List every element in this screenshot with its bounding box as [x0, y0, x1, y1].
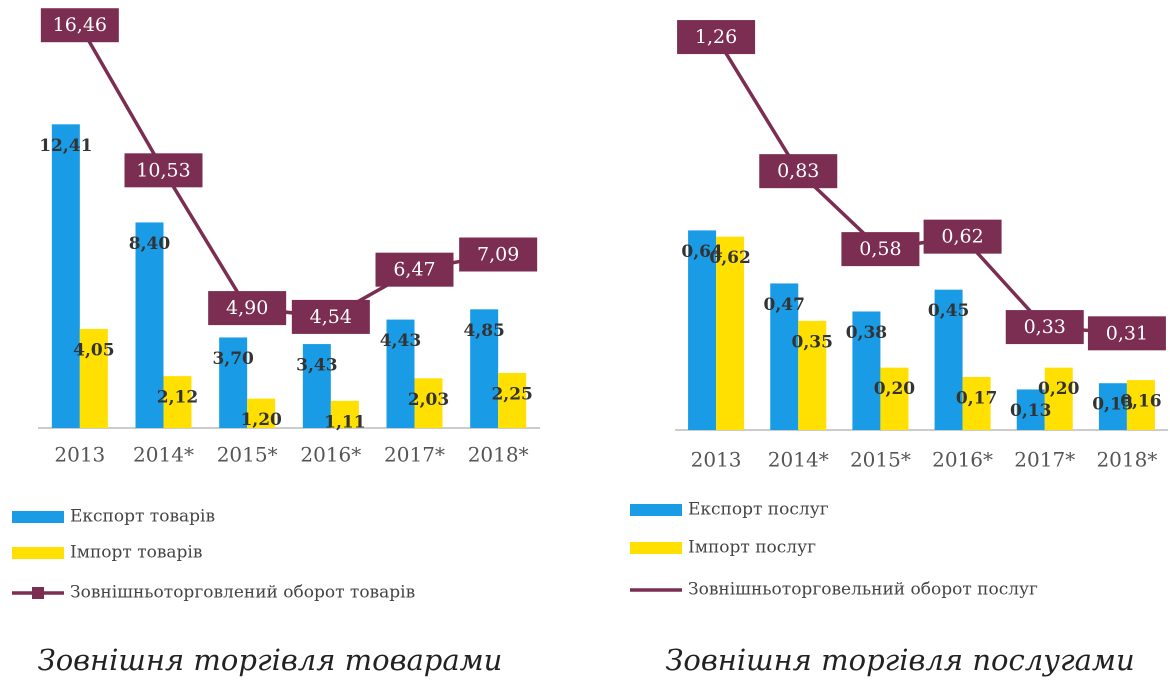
bar	[135, 222, 164, 428]
data-label-box	[677, 20, 756, 55]
legend-label: Імпорт послуг	[688, 538, 816, 558]
x-tick-label: 2016*	[300, 443, 361, 467]
data-label: 0,62	[941, 226, 983, 248]
data-label: 2,25	[491, 384, 532, 404]
data-label: 4,85	[463, 321, 504, 341]
legend-label: Зовнішньоторговельний оборот послуг	[688, 580, 1038, 600]
legend-swatch	[630, 504, 682, 516]
bar	[1126, 380, 1155, 430]
data-label-box	[923, 219, 1002, 254]
bar	[414, 378, 443, 428]
legend-label: Експорт послуг	[688, 500, 829, 520]
legend-swatch	[12, 547, 64, 559]
bar	[934, 289, 963, 430]
legend-marker	[32, 587, 44, 599]
bar	[163, 376, 192, 428]
x-tick-label: 2013	[54, 443, 105, 467]
data-label-box	[208, 291, 287, 326]
data-label-box	[40, 8, 119, 43]
bar	[470, 309, 499, 428]
bar	[302, 344, 331, 428]
data-label: 1,11	[324, 412, 365, 432]
bar	[716, 236, 745, 430]
legend-label: Експорт товарів	[70, 507, 215, 527]
data-label: 0,20	[874, 379, 916, 399]
bar	[219, 337, 248, 428]
bar	[79, 328, 108, 428]
data-label: 1,20	[240, 410, 282, 430]
bar	[386, 319, 415, 428]
data-label-box	[124, 153, 203, 188]
chart-title: Зовнішня торгівля товарами	[38, 643, 503, 677]
data-label-box	[1087, 316, 1166, 351]
data-label: 7,09	[477, 244, 519, 266]
bar	[880, 367, 909, 430]
x-tick-label: 2017*	[384, 443, 445, 467]
data-label: 0,45	[928, 301, 969, 321]
data-label: 0,33	[1024, 316, 1066, 338]
legend-swatch	[630, 542, 682, 554]
data-label: 8,40	[129, 234, 171, 254]
bar	[770, 283, 799, 430]
chart-title: Зовнішня торгівля послугами	[665, 643, 1134, 677]
data-label: 0,13	[1010, 401, 1051, 421]
data-label: 10,53	[136, 159, 190, 181]
bar	[498, 372, 527, 428]
data-label: 0,17	[956, 388, 997, 408]
data-label: 16,46	[53, 14, 107, 36]
data-label-box	[459, 237, 538, 272]
legend-label: Зовнішньоторговлений оборот товарів	[70, 583, 415, 603]
bar	[247, 398, 276, 428]
data-label: 0,15	[1092, 395, 1133, 415]
bar	[51, 124, 80, 428]
bar	[330, 400, 359, 428]
data-label-box	[759, 154, 838, 189]
x-tick-label: 2015*	[217, 443, 278, 467]
data-label-box	[375, 252, 454, 287]
bar	[962, 376, 991, 430]
bar	[798, 320, 827, 430]
x-tick-label: 2015*	[850, 448, 911, 472]
data-label-box	[841, 232, 920, 267]
data-label: 2,12	[157, 388, 198, 408]
data-label: 12,41	[39, 136, 92, 156]
data-label: 3,43	[296, 356, 337, 376]
x-tick-label: 2013	[691, 448, 742, 472]
data-label: 2,03	[408, 390, 449, 410]
data-label: 0,38	[846, 323, 887, 343]
data-label: 4,90	[226, 297, 268, 319]
data-label: 0,35	[792, 332, 833, 352]
bar	[852, 311, 881, 430]
data-label: 4,43	[380, 331, 421, 351]
data-label-box	[291, 299, 370, 334]
data-label: 0,47	[764, 295, 805, 315]
data-label: 4,05	[73, 340, 114, 360]
bar	[1098, 383, 1127, 430]
x-tick-label: 2016*	[932, 448, 993, 472]
bar	[1016, 389, 1045, 430]
bar	[688, 230, 717, 430]
data-label: 0,64	[681, 242, 723, 262]
data-label: 0,31	[1106, 322, 1148, 344]
data-label: 0,20	[1038, 379, 1080, 399]
legend-label: Імпорт товарів	[70, 543, 202, 563]
legend-swatch	[12, 511, 64, 523]
x-tick-label: 2014*	[133, 443, 194, 467]
x-tick-label: 2018*	[468, 443, 529, 467]
data-label-box	[1005, 310, 1084, 345]
x-tick-label: 2017*	[1014, 448, 1075, 472]
data-label: 0,58	[859, 238, 901, 260]
data-label: 3,70	[212, 349, 254, 369]
data-label: 0,16	[1120, 392, 1161, 412]
bar	[1044, 367, 1073, 430]
data-label: 6,47	[393, 259, 435, 281]
x-tick-label: 2014*	[768, 448, 829, 472]
data-label: 0,62	[709, 248, 750, 268]
x-tick-label: 2018*	[1096, 448, 1157, 472]
data-label: 1,26	[695, 26, 737, 48]
data-label: 4,54	[310, 306, 352, 328]
data-label: 0,83	[777, 160, 819, 182]
